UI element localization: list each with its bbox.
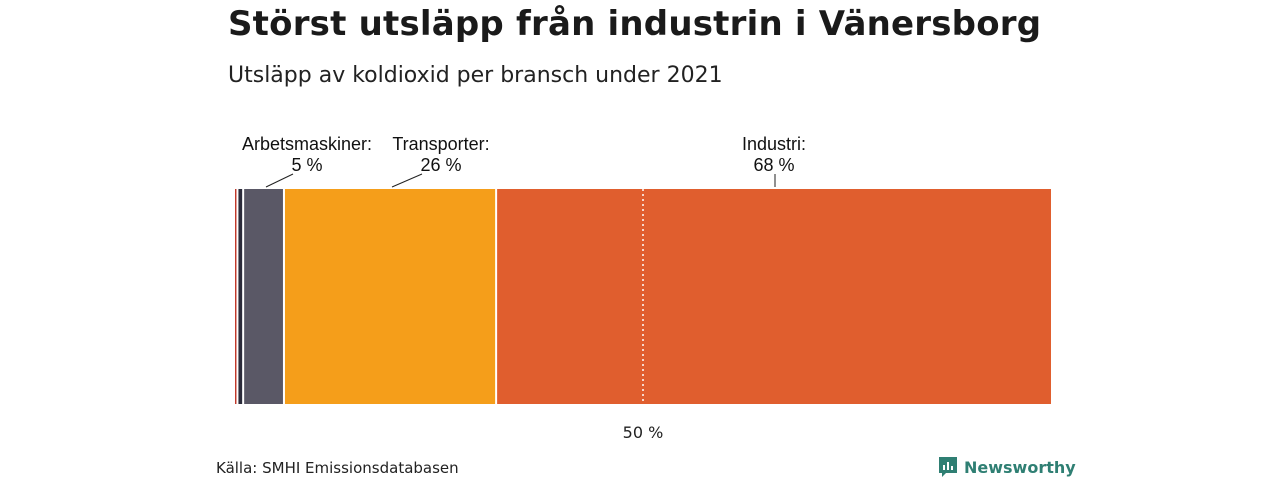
newsworthy-icon: [939, 457, 957, 477]
newsworthy-logo[interactable]: Newsworthy: [938, 456, 1076, 478]
leader-line-transporter: [391, 173, 423, 188]
data-label-arbetsmaskiner: 5 %: [291, 155, 322, 175]
bar-segment-transporter: [283, 189, 497, 404]
leader-line-arbetsmaskiner: [265, 173, 294, 188]
chart-subtitle: Utsläpp av koldioxid per bransch under 2…: [228, 63, 723, 88]
chart-title: Störst utsläpp från industrin i Vänersbo…: [228, 4, 1042, 44]
data-label-industri: 68 %: [753, 155, 794, 175]
annotation-label-arbetsmaskiner: Arbetsmaskiner:: [242, 134, 372, 154]
annotation-label-industri: Industri:: [742, 134, 806, 154]
bar-segment-small-0: [235, 189, 238, 404]
bar-segment-small-1: [237, 189, 244, 404]
source-note: Källa: SMHI Emissionsdatabasen: [216, 459, 459, 477]
data-label-transporter: 26 %: [420, 155, 461, 175]
brand-name: Newsworthy: [964, 457, 1076, 477]
reference-line-label: 50 %: [623, 423, 664, 442]
annotation-label-transporter: Transporter:: [392, 134, 489, 154]
bar-segment-arbetsmaskiner: [243, 189, 284, 404]
bar-segment-industri: [496, 189, 1051, 404]
